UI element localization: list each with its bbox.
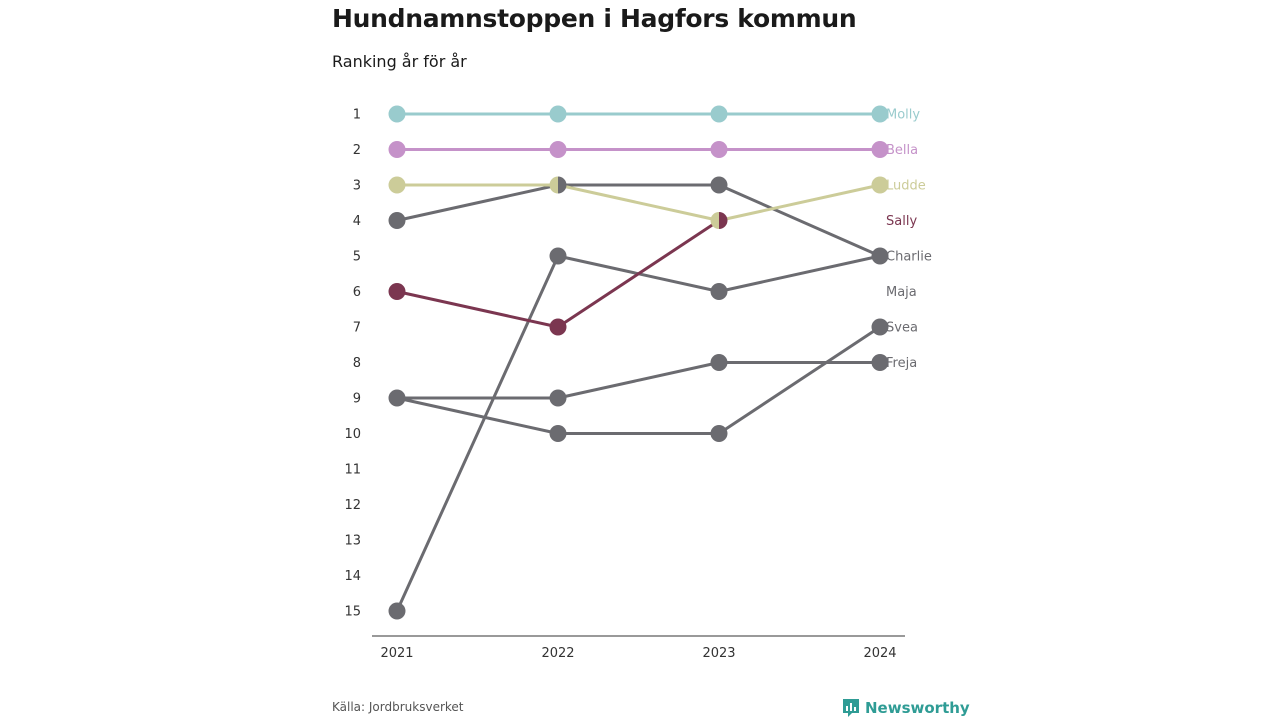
y-tick-label: 4: [353, 214, 361, 229]
series-line-svea: [395, 325, 882, 435]
x-tick-label: 2022: [541, 646, 574, 661]
data-point-ludde: [710, 212, 719, 229]
data-point-svea: [388, 389, 406, 407]
source-note: Källa: Jordbruksverket: [332, 700, 464, 714]
data-point-charlie: [710, 176, 728, 194]
data-point-svea: [710, 425, 728, 442]
data-point-ludde: [388, 176, 406, 194]
newsworthy-logo-icon: [843, 699, 859, 717]
data-point-charlie: [871, 247, 889, 265]
y-tick-label: 1: [353, 108, 361, 123]
series-label-bella: Bella: [886, 143, 918, 158]
x-tick-label: 2023: [702, 646, 735, 661]
chart-title: Hundnamnstoppen i Hagfors kommun: [332, 4, 857, 33]
y-tick-label: 15: [344, 605, 361, 620]
series-label-molly: Molly: [886, 108, 920, 123]
data-point-molly: [549, 105, 567, 123]
data-point-molly: [388, 105, 406, 123]
series-label-freja: Freja: [886, 356, 917, 371]
data-point-freja: [549, 389, 567, 407]
y-tick-label: 11: [344, 463, 361, 478]
y-tick-label: 13: [344, 534, 361, 549]
data-point-freja: [871, 354, 889, 371]
data-point-sally: [719, 212, 728, 229]
x-tick-label: 2021: [380, 646, 413, 661]
data-point-sally: [549, 318, 567, 336]
y-tick-label: 12: [344, 498, 361, 513]
data-point-molly: [871, 105, 889, 123]
y-tick-label: 14: [344, 569, 361, 584]
y-tick-label: 9: [353, 392, 361, 407]
brand-logo: Newsworthy: [842, 698, 970, 718]
series-lines: [395, 112, 882, 613]
series-label-maja: Maja: [886, 285, 917, 300]
data-point-maja: [710, 283, 728, 300]
data-point-sally: [388, 283, 406, 300]
data-point-maja: [549, 247, 567, 265]
series-line-ludde: [395, 183, 882, 222]
series-label-sally: Sally: [886, 214, 917, 229]
y-tick-label: 5: [353, 250, 361, 265]
data-point-charlie: [388, 212, 406, 229]
y-tick-label: 8: [353, 356, 361, 371]
series-label-charlie: Charlie: [886, 250, 932, 265]
data-point-freja: [710, 354, 728, 371]
data-point-bella: [388, 141, 406, 158]
data-point-ludde: [871, 176, 889, 194]
series-dots: [388, 105, 889, 620]
data-point-bella: [549, 141, 567, 158]
series-line-sally: [395, 219, 721, 329]
y-tick-label: 3: [353, 179, 361, 194]
series-labels: Molly Bella Ludde Sally Charlie Maja Svea Freja: [886, 108, 932, 372]
data-point-bella: [871, 141, 889, 158]
series-line-freja: [395, 361, 882, 400]
data-point-ludde: [549, 176, 558, 194]
data-point-svea: [549, 425, 567, 442]
x-axis: 2021 2022 2023 2024: [372, 635, 905, 661]
series-line-charlie: [395, 183, 882, 258]
series-label-svea: Svea: [886, 321, 918, 336]
y-tick-label: 10: [344, 427, 361, 442]
data-point-charlie: [558, 176, 567, 194]
data-point-bella: [710, 141, 728, 158]
x-tick-label: 2024: [863, 646, 896, 661]
data-point-molly: [710, 105, 728, 123]
y-tick-label: 2: [353, 143, 361, 158]
y-tick-label: 7: [353, 321, 361, 336]
y-tick-label: 6: [353, 285, 361, 300]
data-point-svea: [871, 318, 889, 336]
chart-subtitle: Ranking år för år: [332, 52, 467, 71]
data-point-maja: [388, 602, 406, 620]
brand-name: Newsworthy: [865, 699, 970, 717]
series-label-ludde: Ludde: [886, 179, 926, 194]
